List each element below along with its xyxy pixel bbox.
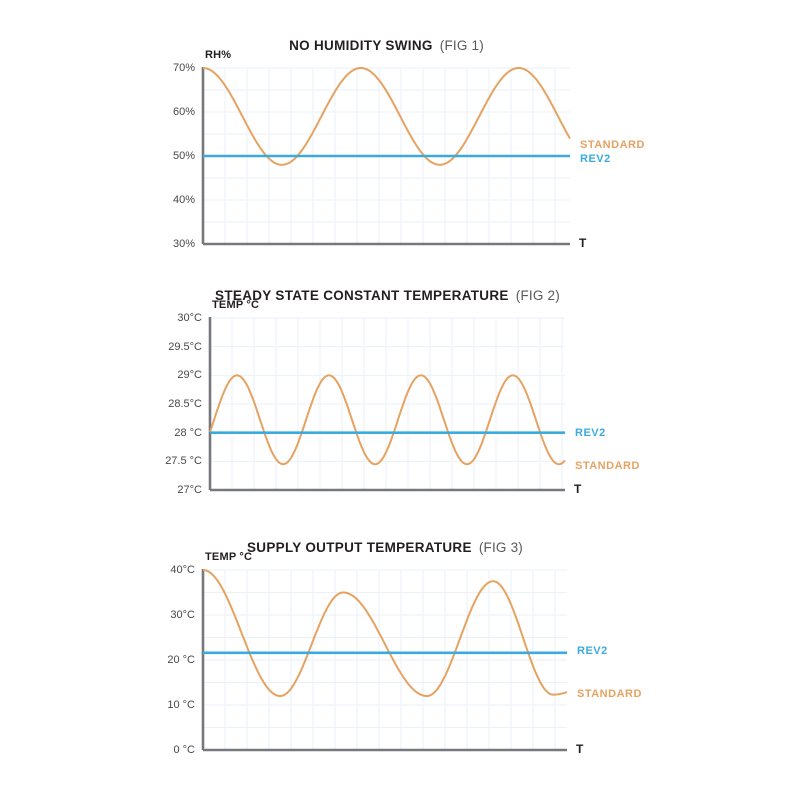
- legend-rev2-label: REV2: [580, 152, 611, 165]
- y-tick-label: 29.5°C: [168, 340, 202, 353]
- y-tick-label: 50%: [172, 150, 195, 162]
- y-tick-label: 0 °C: [173, 744, 195, 756]
- y-tick-label: 30°C: [170, 609, 195, 621]
- chart-fig-tag: (FIG 2): [515, 288, 560, 303]
- y-tick-label: 28.5°C: [168, 398, 202, 410]
- y-axis-label: RH%: [205, 49, 232, 61]
- x-axis-label: T: [576, 742, 584, 756]
- chart-fig-tag: (FIG 1): [439, 38, 484, 53]
- y-tick-label: 30%: [172, 238, 195, 250]
- chart-title-text: SUPPLY OUTPUT TEMPERATURE: [247, 540, 472, 555]
- chart-fig-tag: (FIG 3): [478, 540, 523, 555]
- y-tick-label: 10 °C: [167, 699, 195, 711]
- x-axis-label: T: [574, 482, 582, 496]
- chart-title: NO HUMIDITY SWING (FIG 1): [203, 38, 570, 53]
- standard-curve: [202, 569, 568, 698]
- y-tick-label: 70%: [172, 62, 195, 74]
- y-tick-label: 29°C: [177, 369, 202, 382]
- standard-curve: [202, 66, 571, 166]
- legend-standard-label: STANDARD: [577, 688, 642, 701]
- y-tick-label: 40%: [172, 194, 195, 206]
- chart-title: SUPPLY OUTPUT TEMPERATURE (FIG 3): [203, 540, 567, 555]
- chart-title-text: STEADY STATE CONSTANT TEMPERATURE: [215, 288, 509, 303]
- y-tick-label: 27.5 °C: [165, 455, 202, 468]
- legend-standard-label: STANDARD: [575, 459, 640, 472]
- standard-curve: [209, 374, 566, 466]
- y-tick-label: 60%: [172, 106, 195, 118]
- legend-standard-label: STANDARD: [580, 139, 645, 152]
- y-tick-label: 27°C: [177, 484, 202, 496]
- y-tick-label: 40°C: [170, 564, 195, 576]
- legend-rev2-label: REV2: [575, 426, 606, 439]
- x-axis-label: T: [579, 236, 587, 250]
- chart-title: STEADY STATE CONSTANT TEMPERATURE (FIG 2…: [210, 288, 565, 303]
- y-axis-label: TEMP °C: [212, 299, 260, 311]
- y-tick-label: 20 °C: [167, 654, 195, 666]
- y-axis-label: TEMP °C: [205, 551, 253, 563]
- chart-title-text: NO HUMIDITY SWING: [289, 38, 433, 53]
- legend-rev2-label: REV2: [577, 645, 608, 658]
- y-tick-label: 28 °C: [174, 426, 202, 439]
- y-tick-label: 30°C: [177, 312, 202, 324]
